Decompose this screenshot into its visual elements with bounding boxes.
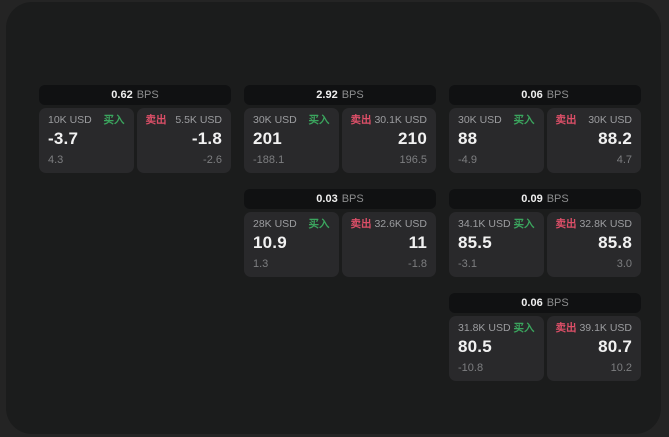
spread-value: 0.62 (111, 89, 133, 101)
sell-amount: 39.1K USD (579, 322, 632, 334)
buy-delta: -4.9 (458, 154, 477, 166)
sell-label: 卖出 (555, 114, 577, 126)
buy-tile[interactable]: 34.1K USD 买入 85.5 -3.1 (449, 212, 544, 277)
buy-amount: 30K USD (253, 114, 297, 126)
sell-price: 88.2 (598, 129, 632, 148)
sell-delta: -1.8 (408, 258, 427, 270)
buy-amount: 30K USD (458, 114, 502, 126)
buy-tile[interactable]: 28K USD 买入 10.9 1.3 (244, 212, 339, 277)
buy-tile[interactable]: 31.8K USD 买入 80.5 -10.8 (449, 316, 544, 381)
spread-header: 0.03 BPS (244, 189, 436, 209)
quote-panels: 34.1K USD 买入 85.5 -3.1 卖出 32.8K USD 85.8… (449, 212, 641, 277)
buy-price: -3.7 (48, 129, 79, 148)
sell-label: 卖出 (350, 114, 372, 126)
buy-delta: -188.1 (253, 154, 285, 166)
buy-amount: 34.1K USD (458, 218, 511, 230)
buy-delta: 1.3 (253, 258, 269, 270)
sell-amount: 32.6K USD (374, 218, 427, 230)
quote-card: 0.06 BPS 30K USD 买入 88 -4.9 卖出 30K USD (449, 85, 641, 173)
sell-delta: 10.2 (610, 362, 632, 374)
sell-price: -1.8 (191, 129, 222, 148)
quote-panels: 28K USD 买入 10.9 1.3 卖出 32.6K USD 11 -1.8 (244, 212, 436, 277)
spread-header: 0.62 BPS (39, 85, 231, 105)
sell-delta: 196.5 (399, 154, 427, 166)
quote-card: 2.92 BPS 30K USD 买入 201 -188.1 卖出 30.1K … (244, 85, 436, 173)
sell-delta: -2.6 (203, 154, 222, 166)
sell-tile[interactable]: 卖出 30.1K USD 210 196.5 (341, 108, 436, 173)
quote-cards-grid: 0.62 BPS 10K USD 买入 -3.7 4.3 卖出 5.5K USD (39, 85, 641, 381)
quote-card: 0.06 BPS 31.8K USD 买入 80.5 -10.8 卖出 39.1… (449, 293, 641, 381)
buy-label: 买入 (308, 218, 330, 230)
quote-panels: 30K USD 买入 88 -4.9 卖出 30K USD 88.2 4.7 (449, 108, 641, 173)
spread-unit: BPS (341, 193, 364, 205)
buy-price: 201 (253, 129, 282, 148)
quote-panels: 30K USD 买入 201 -188.1 卖出 30.1K USD 210 1… (244, 108, 436, 173)
buy-price: 88 (458, 129, 478, 148)
app-window: 0.62 BPS 10K USD 买入 -3.7 4.3 卖出 5.5K USD (6, 2, 661, 434)
spread-value: 0.09 (521, 193, 543, 205)
buy-price: 85.5 (458, 233, 492, 252)
sell-label: 卖出 (145, 114, 167, 126)
sell-amount: 32.8K USD (579, 218, 632, 230)
spread-unit: BPS (341, 89, 364, 101)
spread-header: 0.09 BPS (449, 189, 641, 209)
spread-unit: BPS (546, 89, 569, 101)
buy-price: 10.9 (253, 233, 287, 252)
buy-label: 买入 (308, 114, 330, 126)
spread-header: 0.06 BPS (449, 293, 641, 313)
quote-panels: 10K USD 买入 -3.7 4.3 卖出 5.5K USD -1.8 -2.… (39, 108, 231, 173)
buy-label: 买入 (513, 218, 535, 230)
buy-amount: 31.8K USD (458, 322, 511, 334)
spread-value: 2.92 (316, 89, 338, 101)
spread-value: 0.06 (521, 297, 543, 309)
sell-delta: 3.0 (616, 258, 632, 270)
buy-label: 买入 (103, 114, 125, 126)
spread-unit: BPS (136, 89, 159, 101)
quote-card: 0.09 BPS 34.1K USD 买入 85.5 -3.1 卖出 32.8K… (449, 189, 641, 277)
spread-value: 0.03 (316, 193, 338, 205)
buy-tile[interactable]: 10K USD 买入 -3.7 4.3 (39, 108, 134, 173)
sell-price: 11 (408, 233, 427, 252)
sell-price: 80.7 (598, 337, 632, 356)
buy-amount: 10K USD (48, 114, 92, 126)
buy-label: 买入 (513, 322, 535, 334)
sell-tile[interactable]: 卖出 30K USD 88.2 4.7 (546, 108, 641, 173)
buy-delta: -10.8 (458, 362, 484, 374)
sell-tile[interactable]: 卖出 32.8K USD 85.8 3.0 (546, 212, 641, 277)
sell-tile[interactable]: 卖出 5.5K USD -1.8 -2.6 (136, 108, 231, 173)
spread-header: 2.92 BPS (244, 85, 436, 105)
buy-tile[interactable]: 30K USD 买入 201 -188.1 (244, 108, 339, 173)
buy-delta: 4.3 (48, 154, 64, 166)
buy-tile[interactable]: 30K USD 买入 88 -4.9 (449, 108, 544, 173)
sell-amount: 30K USD (588, 114, 632, 126)
sell-tile[interactable]: 卖出 32.6K USD 11 -1.8 (341, 212, 436, 277)
sell-label: 卖出 (555, 322, 577, 334)
spread-header: 0.06 BPS (449, 85, 641, 105)
quote-card: 0.62 BPS 10K USD 买入 -3.7 4.3 卖出 5.5K USD (39, 85, 231, 173)
buy-amount: 28K USD (253, 218, 297, 230)
sell-tile[interactable]: 卖出 39.1K USD 80.7 10.2 (546, 316, 641, 381)
sell-delta: 4.7 (616, 154, 632, 166)
sell-amount: 5.5K USD (175, 114, 222, 126)
sell-price: 210 (398, 129, 427, 148)
sell-price: 85.8 (598, 233, 632, 252)
spread-unit: BPS (546, 193, 569, 205)
sell-label: 卖出 (555, 218, 577, 230)
quote-card: 0.03 BPS 28K USD 买入 10.9 1.3 卖出 32.6K US… (244, 189, 436, 277)
buy-label: 买入 (513, 114, 535, 126)
buy-delta: -3.1 (458, 258, 477, 270)
sell-amount: 30.1K USD (374, 114, 427, 126)
quote-panels: 31.8K USD 买入 80.5 -10.8 卖出 39.1K USD 80.… (449, 316, 641, 381)
buy-price: 80.5 (458, 337, 492, 356)
sell-label: 卖出 (350, 218, 372, 230)
spread-unit: BPS (546, 297, 569, 309)
spread-value: 0.06 (521, 89, 543, 101)
